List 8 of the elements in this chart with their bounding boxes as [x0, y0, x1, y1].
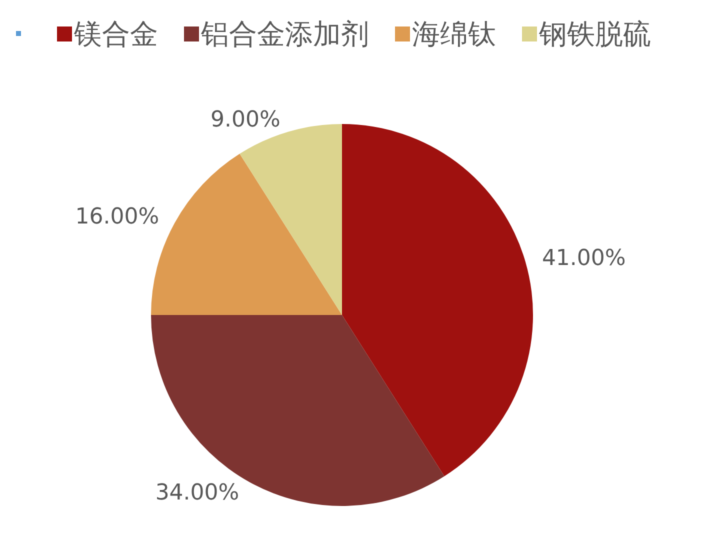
data-label: 16.00%	[75, 204, 160, 230]
legend-label: 铝合金添加剂	[200, 18, 369, 50]
legend-label: 海绵钛	[412, 18, 496, 50]
data-label: 41.00%	[542, 246, 626, 271]
data-label: 9.00%	[210, 108, 280, 133]
data-label: 34.00%	[155, 480, 240, 506]
legend-label: 镁合金	[73, 18, 158, 50]
legend-label: 钢铁脱硫	[538, 18, 651, 50]
